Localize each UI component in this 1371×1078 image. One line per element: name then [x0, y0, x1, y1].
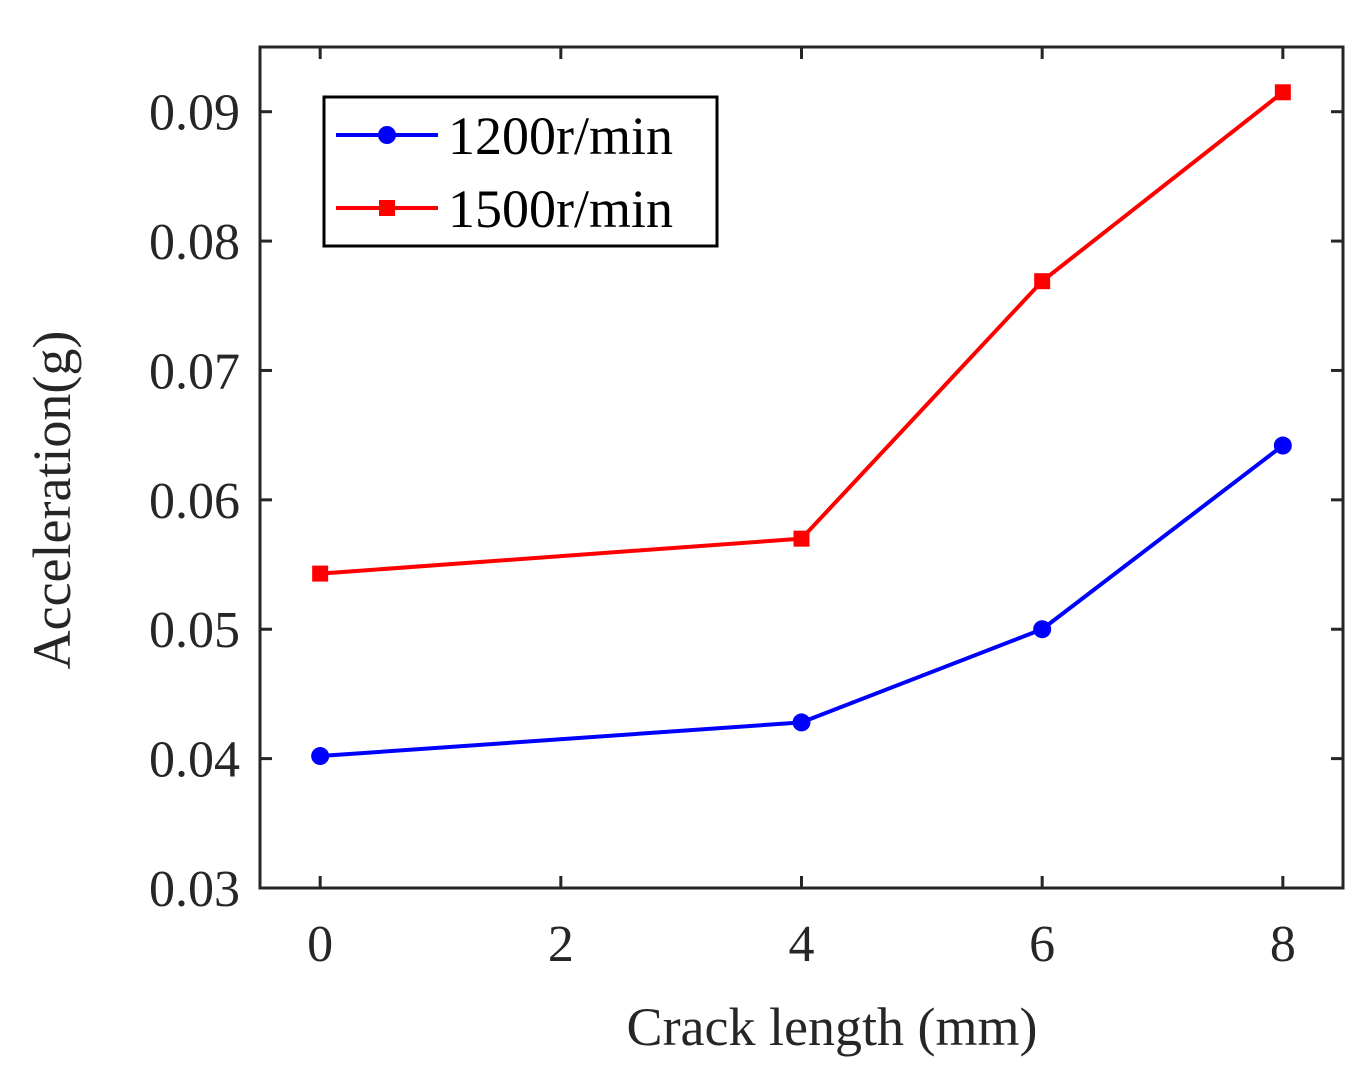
legend-item: 1500r/min	[336, 179, 673, 239]
y-tick-label: 0.07	[149, 343, 240, 400]
data-point	[793, 530, 810, 547]
data-point	[792, 713, 811, 732]
legend-entries: 1200r/min 1500r/min	[336, 106, 673, 239]
series-line	[320, 90, 1285, 576]
y-tick-label: 0.04	[149, 732, 240, 789]
data-point	[1034, 273, 1051, 290]
series-line	[320, 443, 1285, 759]
legend-label: 1500r/min	[448, 179, 673, 239]
x-tick-label: 8	[1270, 916, 1296, 973]
legend-item: 1200r/min	[336, 106, 673, 166]
legend-marker	[378, 126, 396, 144]
x-tick-label: 2	[548, 916, 574, 973]
data-point	[1274, 84, 1291, 101]
y-tick-label: 0.08	[149, 214, 240, 271]
x-tick-label: 4	[789, 916, 815, 973]
x-tick-label: 6	[1029, 916, 1055, 973]
legend-label: 1200r/min	[448, 106, 673, 166]
series-2	[312, 84, 1291, 582]
ticks-layer: 0 2 4 6 8 0.03 0.04 0.05 0.06 0.07 0.08 0.09	[149, 47, 1343, 973]
y-axis-label: Acceleration(g)	[22, 331, 82, 670]
x-tick-label: 0	[307, 916, 333, 973]
x-axis-label: Crack length (mm)	[627, 997, 1038, 1057]
legend: 1200r/min 1500r/min	[322, 95, 719, 248]
data-point	[1273, 436, 1292, 455]
data-point	[1033, 620, 1052, 639]
plot-frame	[258, 45, 1345, 890]
y-tick-label: 0.03	[149, 861, 240, 918]
legend-marker	[379, 200, 395, 216]
series-layer	[311, 84, 1292, 766]
data-point	[312, 565, 329, 582]
y-tick-label: 0.06	[149, 473, 240, 530]
series-1	[311, 436, 1292, 766]
data-point	[311, 747, 330, 766]
y-tick-label: 0.05	[149, 602, 240, 659]
y-tick-label: 0.09	[149, 85, 240, 142]
legend-box	[322, 95, 719, 248]
